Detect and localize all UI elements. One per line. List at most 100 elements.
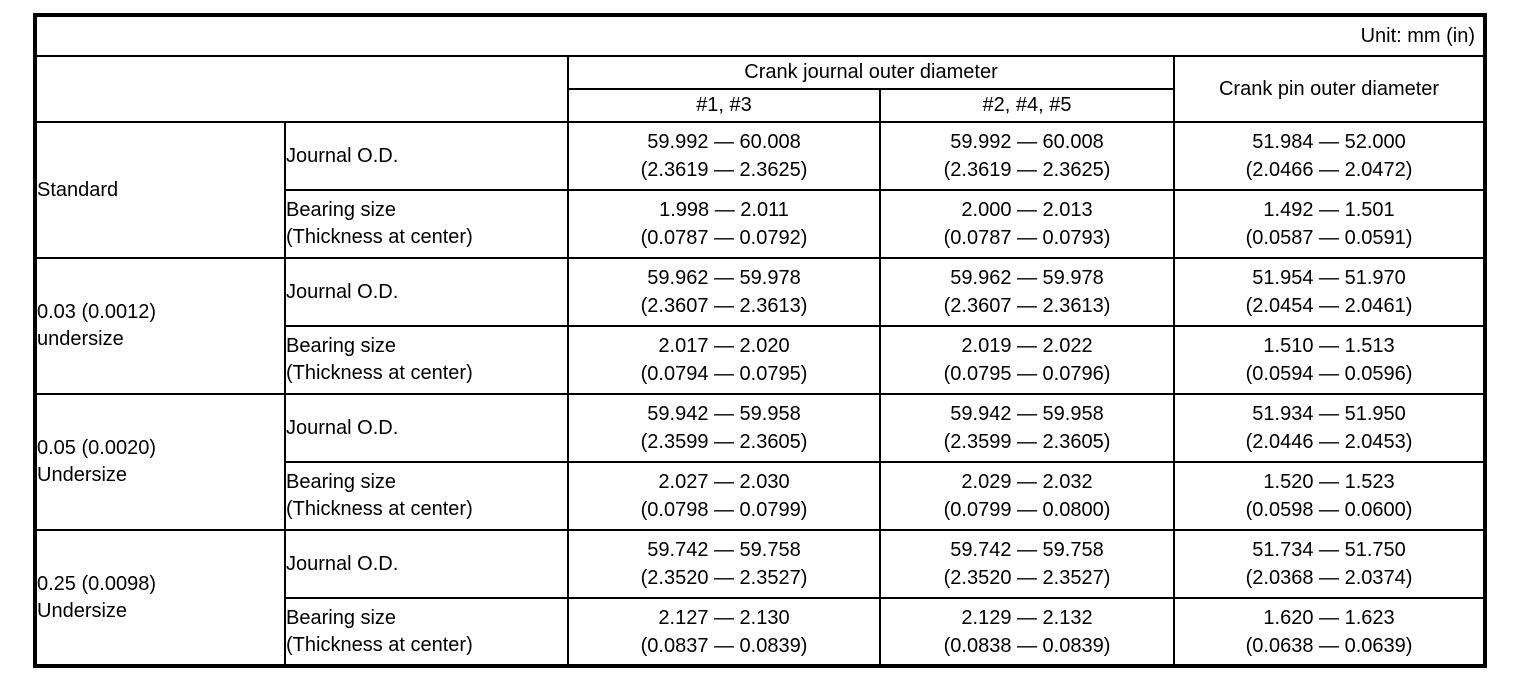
spec-value-mm: 51.954 — 51.970 [1252,267,1406,289]
header-row-sub: #1, #3 #2, #4, #5 [35,88,1485,123]
group-label-005-undersize: 0.05 (0.0020) Undersize [34,393,286,531]
spec-cell: 59.942 — 59.958 (2.3599 — 2.3605) [567,393,881,463]
spec-value-in: (2.3619 — 2.3625) [640,159,808,181]
spec-value-mm: 1.998 — 2.011 [659,199,789,221]
spec-cell: 51.934 — 51.950 (2.0446 — 2.0453) [1172,393,1487,463]
header-col-1-3: #1, #3 [567,88,881,123]
spec-value-mm: 2.127 — 2.130 [658,606,790,629]
spec-cell: 2.029 — 2.032 (0.0799 — 0.0800) [879,461,1175,531]
spec-value-mm: 2.129 — 2.132 [961,606,1093,629]
group-label-003-undersize: 0.03 (0.0012) undersize [34,257,286,395]
table-row: 0.03 (0.0012) undersize Journal O.D. 59.… [34,257,1487,395]
crankshaft-spec-table: Unit: mm (in) Crank journal outer diamet… [33,13,1488,668]
spec-cell: 2.129 — 2.132 (0.0838 — 0.0839) [879,597,1175,667]
spec-value-in: (0.0837 — 0.0839) [640,634,808,657]
spec-cell: 1.520 — 1.523 (0.0598 — 0.0600) [1172,461,1487,531]
spec-cell: 2.000 — 2.013 (0.0787 — 0.0793) [879,189,1175,259]
spec-cell: 51.734 — 51.750 (2.0368 — 2.0374) [1172,529,1487,599]
spec-value-mm: 59.942 — 59.958 [647,403,801,425]
group-label-standard: Standard [34,121,286,259]
bearing-label-line2: (Thickness at center) [286,362,473,384]
row-label-journal-od: Journal O.D. [284,257,569,327]
spec-value-mm: 59.742 — 59.758 [647,539,801,561]
spec-value-in: (0.0638 — 0.0639) [1245,634,1413,657]
spec-value-mm: 51.734 — 51.750 [1252,539,1406,561]
spec-value-in: (0.0598 — 0.0600) [1245,499,1413,521]
bearing-label-line1: Bearing size [286,606,397,629]
spec-value-mm: 59.992 — 60.008 [950,131,1104,153]
spec-cell: 2.017 — 2.020 (0.0794 — 0.0795) [567,325,881,395]
spec-value-in: (0.0787 — 0.0793) [943,227,1111,249]
group-label-line2: undersize [37,328,124,350]
spec-cell: 2.027 — 2.030 (0.0798 — 0.0799) [567,461,881,531]
table-row: Bearing size (Thickness at center) 2.027… [35,461,1487,531]
bearing-label-line1: Bearing size [286,199,397,221]
bearing-label-line1: Bearing size [286,471,397,493]
spec-value-in: (0.0795 — 0.0796) [943,363,1111,385]
spec-value-in: (2.0466 — 2.0472) [1245,159,1413,181]
spec-value-in: (2.0446 — 2.0453) [1245,431,1413,453]
unit-label: Unit: mm (in) [33,14,1487,57]
bearing-label-line2: (Thickness at center) [286,633,473,656]
row-label-bearing-size: Bearing size (Thickness at center) [284,461,569,531]
bearing-label-line2: (Thickness at center) [286,498,473,520]
header-empty-cell [34,55,569,123]
spec-value-mm: 59.742 — 59.758 [950,539,1104,561]
table-row: 0.25 (0.0098) Undersize Journal O.D. 59.… [34,529,1487,667]
crankshaft-spec-table-container: Unit: mm (in) Crank journal outer diamet… [33,13,1488,668]
table-row: Bearing size (Thickness at center) 2.017… [35,325,1487,395]
spec-cell: 1.620 — 1.623 (0.0638 — 0.0639) [1172,597,1487,667]
spec-value-mm: 2.017 — 2.020 [658,335,790,357]
spec-value-mm: 1.620 — 1.623 [1263,606,1395,629]
spec-cell: 59.962 — 59.978 (2.3607 — 2.3613) [879,257,1175,327]
header-col-2-4-5: #2, #4, #5 [879,88,1175,123]
spec-value-mm: 59.942 — 59.958 [950,403,1104,425]
bearing-label-line1: Bearing size [286,335,397,357]
row-label-bearing-size: Bearing size (Thickness at center) [284,597,569,667]
spec-value-in: (2.3520 — 2.3527) [943,567,1111,589]
spec-value-mm: 2.029 — 2.032 [961,471,1093,493]
spec-cell: 1.998 — 2.011 (0.0787 — 0.0792) [567,189,881,259]
spec-cell: 59.992 — 60.008 (2.3619 — 2.3625) [879,121,1175,191]
spec-value-mm: 2.000 — 2.013 [961,199,1093,221]
spec-value-in: (2.0368 — 2.0374) [1245,567,1413,589]
spec-cell: 2.019 — 2.022 (0.0795 — 0.0796) [879,325,1175,395]
spec-cell: 59.992 — 60.008 (2.3619 — 2.3625) [567,121,881,191]
spec-value-mm: 1.510 — 1.513 [1263,335,1395,357]
spec-cell: 59.742 — 59.758 (2.3520 — 2.3527) [879,529,1175,599]
spec-value-mm: 1.492 — 1.501 [1263,199,1395,221]
row-label-bearing-size: Bearing size (Thickness at center) [284,325,569,395]
spec-cell: 1.510 — 1.513 (0.0594 — 0.0596) [1172,325,1487,395]
spec-value-in: (0.0794 — 0.0795) [640,363,808,385]
spec-value-in: (2.0454 — 2.0461) [1245,295,1413,317]
spec-value-mm: 59.992 — 60.008 [647,131,801,153]
spec-value-in: (0.0799 — 0.0800) [943,499,1111,521]
group-label-line2: Undersize [37,464,128,486]
table-row: Bearing size (Thickness at center) 2.127… [35,597,1487,667]
table-row: Standard Journal O.D. 59.992 — 60.008 (2… [34,121,1487,259]
header-crank-pin: Crank pin outer diameter [1172,55,1487,123]
spec-value-in: (2.3619 — 2.3625) [943,159,1111,181]
spec-cell: 1.492 — 1.501 (0.0587 — 0.0591) [1172,189,1487,259]
row-label-journal-od: Journal O.D. [284,393,569,463]
spec-value-mm: 59.962 — 59.978 [647,267,801,289]
table-row: Bearing size (Thickness at center) 1.998… [35,189,1487,259]
spec-value-in: (0.0798 — 0.0799) [640,499,808,521]
spec-cell: 51.984 — 52.000 (2.0466 — 2.0472) [1172,121,1487,191]
spec-value-mm: 59.962 — 59.978 [950,267,1104,289]
spec-value-in: (0.0587 — 0.0591) [1245,227,1413,249]
spec-value-in: (2.3599 — 2.3605) [640,431,808,453]
row-label-journal-od: Journal O.D. [284,121,569,191]
spec-value-in: (0.0787 — 0.0792) [640,227,808,249]
spec-cell: 59.742 — 59.758 (2.3520 — 2.3527) [567,529,881,599]
group-label-line2: Undersize [37,599,128,622]
group-label-line1: 0.25 (0.0098) [37,572,156,595]
row-label-bearing-size: Bearing size (Thickness at center) [284,189,569,259]
spec-cell: 59.942 — 59.958 (2.3599 — 2.3605) [879,393,1175,463]
group-label-line1: 0.05 (0.0020) [37,437,156,459]
spec-value-mm: 51.984 — 52.000 [1252,131,1406,153]
group-label-line1: 0.03 (0.0012) [37,301,156,323]
spec-value-in: (2.3520 — 2.3527) [640,567,808,589]
table-row: 0.05 (0.0020) Undersize Journal O.D. 59.… [34,393,1487,531]
